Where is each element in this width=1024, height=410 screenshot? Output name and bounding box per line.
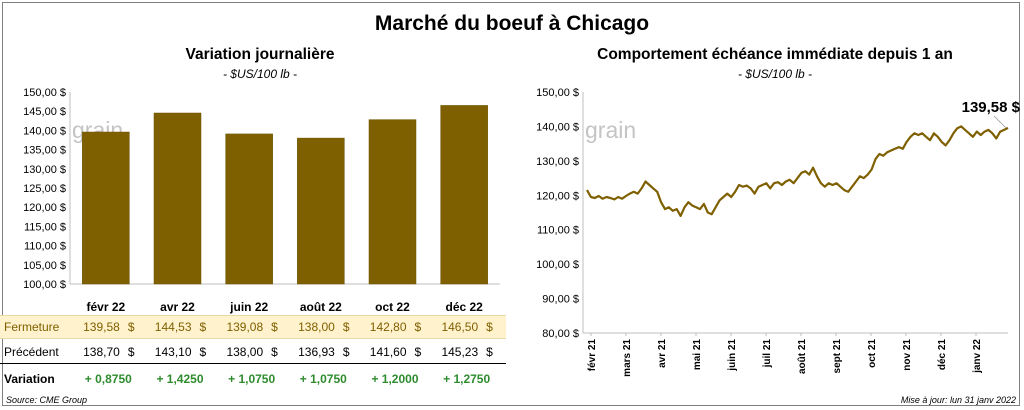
x-tick-label: janv 22 <box>972 339 983 374</box>
right-chart-unit: - $US/100 lb - <box>737 67 813 81</box>
x-tick-label: avr 21 <box>657 339 668 368</box>
x-tick-label: juil 21 <box>762 339 773 369</box>
y-tick-label: 140,00 $ <box>23 125 66 137</box>
y-tick-label: 120,00 $ <box>536 190 579 202</box>
x-tick-label: sept 21 <box>832 339 843 374</box>
table-cell: 138,70 <box>83 345 120 359</box>
x-tick-label: août 21 <box>797 339 808 374</box>
left-chart-title: Variation journalière <box>185 46 335 63</box>
currency-symbol: $ <box>486 320 493 334</box>
table-cell: 138,00 <box>298 320 335 334</box>
row-label: Fermeture <box>4 320 60 334</box>
currency-symbol: $ <box>271 320 278 334</box>
table-cell: + 1,2750 <box>443 372 491 386</box>
x-category-label: févr 22 <box>86 300 125 314</box>
table-cell: 144,53 <box>154 320 192 334</box>
y-tick-label: 150,00 $ <box>23 87 66 99</box>
x-tick-label: mai 21 <box>692 339 703 371</box>
x-category-label: avr 22 <box>160 300 195 314</box>
y-tick-label: 140,00 $ <box>536 121 579 133</box>
main-title: Marché du boeuf à Chicago <box>374 12 650 35</box>
y-tick-label: 115,00 $ <box>24 221 66 233</box>
x-category-label: août 22 <box>300 300 342 314</box>
bar <box>297 137 345 285</box>
x-tick-label: juin 21 <box>727 339 738 372</box>
table-cell: 145,23 <box>441 345 479 359</box>
y-tick-label: 110,00 $ <box>537 225 579 237</box>
right-chart-title: Comportement échéance immédiate depuis 1… <box>597 46 953 63</box>
update-note: Mise à jour: lun 31 janv 2022 <box>900 395 1016 405</box>
x-category-label: déc 22 <box>445 300 483 314</box>
bar <box>368 119 417 285</box>
currency-symbol: $ <box>127 320 135 334</box>
y-tick-label: 90,00 $ <box>542 294 579 306</box>
table-cell: 139,08 <box>226 320 264 334</box>
bar <box>225 133 273 285</box>
table-cell: + 1,0750 <box>299 372 347 386</box>
currency-symbol: $ <box>342 345 350 359</box>
x-tick-label: déc 21 <box>937 339 948 371</box>
source-note: Source: CME Group <box>6 395 88 405</box>
x-tick-label: nov 21 <box>902 339 913 371</box>
table-cell: 146,50 <box>441 320 479 334</box>
left-chart-unit: - $US/100 lb - <box>222 67 298 81</box>
table-row-precedent: Précédent 138,70 $143,10 $138,00 $136,93 $14… <box>0 341 506 364</box>
currency-symbol: $ <box>199 345 207 359</box>
x-tick-label: oct 21 <box>867 339 878 368</box>
y-tick-label: 145,00 $ <box>23 106 66 118</box>
row-label: Précédent <box>4 345 59 359</box>
table-cell: + 1,4250 <box>156 372 204 386</box>
table-cell: 139,58 <box>83 320 120 334</box>
x-tick-label: févr 21 <box>587 339 598 372</box>
bar <box>440 105 488 285</box>
y-tick-label: 100,00 $ <box>536 259 579 271</box>
bar <box>153 112 202 285</box>
y-tick-label: 150,00 $ <box>536 87 579 99</box>
y-tick-label: 125,00 $ <box>23 183 66 195</box>
y-tick-label: 105,00 $ <box>23 260 66 272</box>
y-tick-label: 135,00 $ <box>23 145 66 157</box>
y-tick-label: 130,00 $ <box>536 156 579 168</box>
table-row-fermeture: Fermeture 139,58 $144,53 $139,08 $138,00 $14… <box>0 315 506 339</box>
callout-line <box>993 115 1007 129</box>
currency-symbol: $ <box>199 320 207 334</box>
last-value-label: 139,58 $ <box>962 99 1021 116</box>
table-cell: 142,80 <box>369 320 407 334</box>
y-tick-label: 100,00 $ <box>23 279 66 291</box>
table-cell: + 1,0750 <box>228 372 276 386</box>
currency-symbol: $ <box>414 345 422 359</box>
x-tick-label: mars 21 <box>622 339 633 377</box>
currency-symbol: $ <box>486 345 493 359</box>
table-cell: 143,10 <box>154 345 192 359</box>
table-cell: + 0,8750 <box>84 372 132 386</box>
watermark: grain <box>585 117 636 143</box>
y-tick-label: 110,00 $ <box>24 241 66 253</box>
series-line <box>586 125 1009 217</box>
table-cell: + 1,2000 <box>371 372 419 386</box>
x-category-label: juin 22 <box>229 300 268 314</box>
table-cell: 136,93 <box>298 345 335 359</box>
y-tick-label: 130,00 $ <box>23 164 66 176</box>
table-cell: 138,00 <box>226 345 264 359</box>
row-label: Variation <box>4 372 55 386</box>
currency-symbol: $ <box>127 345 135 359</box>
table-row-variation: Variation + 0,8750 + 1,4250 + 1,0750 + 1,07… <box>0 368 506 390</box>
currency-symbol: $ <box>414 320 422 334</box>
bar <box>82 131 130 285</box>
table-cell: 141,60 <box>369 345 407 359</box>
y-tick-label: 80,00 $ <box>542 328 579 340</box>
y-tick-label: 120,00 $ <box>23 202 66 214</box>
line-chart: grain 80,00 $ 90,00 $ 100,00 $ 110,00 $ 120,0… <box>536 87 1021 377</box>
currency-symbol: $ <box>271 345 278 359</box>
currency-symbol: $ <box>342 320 350 334</box>
x-category-label: oct 22 <box>375 300 410 314</box>
